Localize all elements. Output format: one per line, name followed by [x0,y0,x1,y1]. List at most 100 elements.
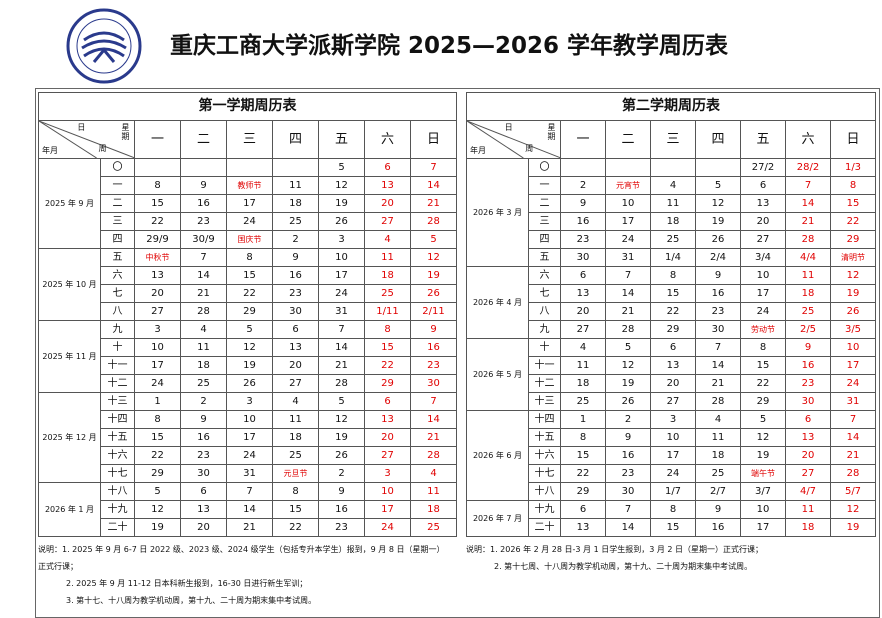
week-table: 第一学期周历表日星期 年月周一二三四五六日 2025 年 9 月〇 5 6 7 一 8 9 教师节… [38,92,457,537]
corner-day: 日 [504,123,513,132]
day: 24 [650,464,696,483]
day: 29 [134,464,181,483]
day: 17 [740,518,786,537]
week-number: 十七 [100,464,135,483]
week-number: 十八 [100,482,135,501]
day: 11 [410,482,457,501]
day: 14 [410,176,457,195]
day: 15 [740,356,786,375]
week-number: 三 [528,212,561,231]
day: 1/11 [364,302,411,321]
day: 29 [830,230,876,249]
week-number: 六 [528,266,561,285]
weekday: 六 [364,120,411,159]
semester-title: 第一学期周历表 [38,92,457,121]
day: 6 [560,500,606,519]
corner-month: 年月 [42,146,58,155]
week-row: 2026 年 6 月十四 1 2 3 4 5 6 7 [466,410,876,501]
day: 13 [364,176,411,195]
holiday: 端午节 [740,464,786,483]
page-title: 重庆工商大学派斯学院 2025—2026 学年教学周历表 [170,33,729,59]
week-number: 九 [528,320,561,339]
day: 6 [180,482,227,501]
day: 2/5 [785,320,831,339]
week-number: 八 [528,302,561,321]
day: 30 [180,464,227,483]
week-row: 一 8 9 教师节 11 12 13 14 [39,176,457,195]
day: 13 [740,194,786,213]
day: 22 [740,374,786,393]
day: 5 [605,338,651,357]
weekday: 一 [560,120,606,159]
week-number: 十一 [100,356,135,375]
day: 7 [695,338,741,357]
day [560,158,606,177]
day: 1/4 [650,248,696,267]
day: 8 [650,266,696,285]
corner-week: 周 [525,144,534,153]
day: 22 [272,518,319,537]
week-row: 十三 25 26 27 28 29 30 31 [467,392,876,411]
week-number: 八 [100,302,135,321]
week-row: 十九 12 13 14 15 16 17 18 [39,500,457,519]
day: 26 [226,374,273,393]
day: 2 [605,410,651,429]
day: 11 [364,248,411,267]
day: 13 [134,266,181,285]
day [695,158,741,177]
corner: 日 星期 年月 周 [39,121,134,158]
day: 17 [650,446,696,465]
day: 23 [180,446,227,465]
day: 9 [695,266,741,285]
day: 15 [272,500,319,519]
day: 13 [650,356,696,375]
note: 2. 第十七周、十八周为教学机动周，第十九、二十周为期末集中考试周。 [494,562,753,571]
week-row: 二 9 10 11 12 13 14 15 [467,194,876,213]
weekday: 二 [605,120,651,159]
day: 5 [318,158,365,177]
week-number: 五 [100,248,135,267]
day: 15 [830,194,876,213]
day: 18 [650,212,696,231]
day: 27 [740,230,786,249]
week-row: 十二 24 25 26 27 28 29 30 [39,374,457,393]
day: 12 [318,410,365,429]
day: 6 [364,158,411,177]
day: 12 [830,500,876,519]
day: 31 [830,392,876,411]
week-number: 十 [100,338,135,357]
week-row: 八 27 28 29 30 31 1/11 2/11 [39,302,457,321]
week-number: 四 [528,230,561,249]
day: 10 [740,500,786,519]
diagonal [39,121,134,158]
day: 27 [134,302,181,321]
holiday: 劳动节 [740,320,786,339]
month-label: 2026 年 6 月 [466,410,529,501]
week-number: 一 [100,176,135,195]
day: 23 [410,356,457,375]
day: 16 [785,356,831,375]
week-number: 四 [100,230,135,249]
day: 7 [226,482,273,501]
month-label: 2026 年 4 月 [466,266,529,339]
day: 3 [134,320,181,339]
week-row: 二 15 16 17 18 19 20 21 [39,194,457,213]
week-row: 四 23 24 25 26 27 28 29 [467,230,876,249]
holiday: 教师节 [226,176,273,195]
week-row: 四 29/9 30/9 国庆节 2 3 4 5 [39,230,457,249]
weekday: 三 [650,120,696,159]
week-row: 十六 15 16 17 18 19 20 21 [467,446,876,465]
week-row: 十八 29 30 1/7 2/7 3/7 4/7 5/7 [467,482,876,501]
week-row: 一 2 元宵节 4 5 6 7 8 [467,176,876,195]
day: 30 [695,320,741,339]
day: 9 [695,500,741,519]
diagonal [467,121,524,158]
day: 17 [830,356,876,375]
day: 8 [560,428,606,447]
day: 20 [364,428,411,447]
day: 6 [650,338,696,357]
day: 10 [605,194,651,213]
day: 16 [180,194,227,213]
day: 4/7 [785,482,831,501]
